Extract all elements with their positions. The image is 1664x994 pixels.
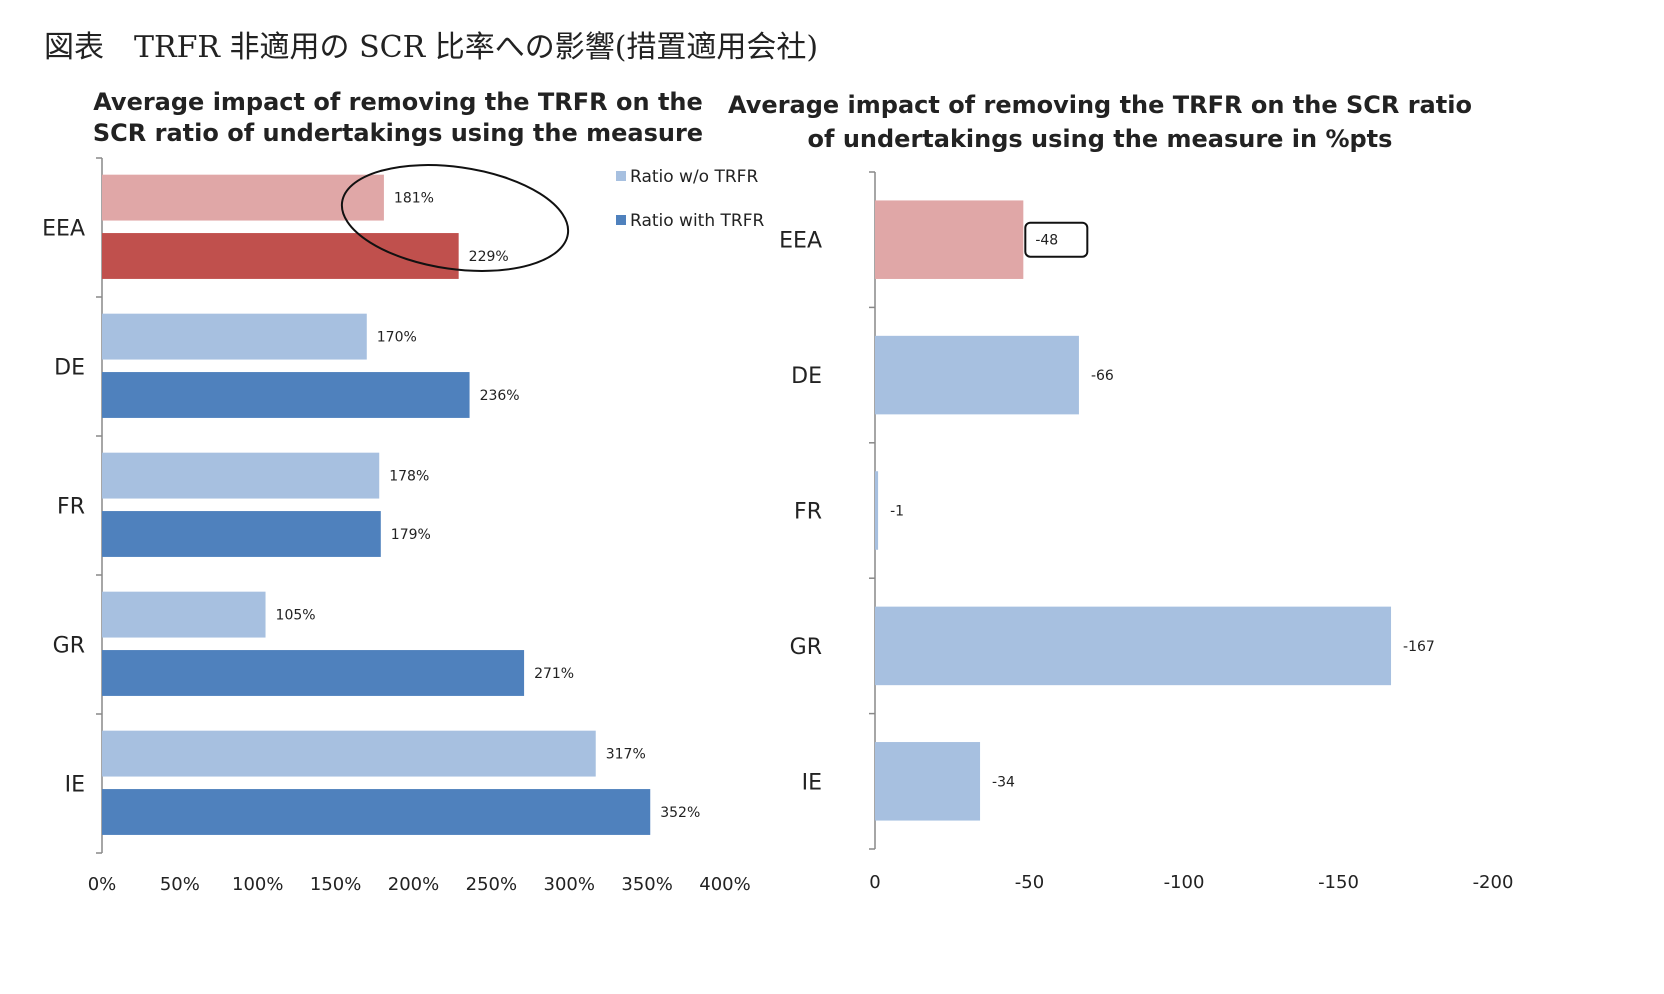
bar bbox=[875, 607, 1391, 686]
category-label: FR bbox=[794, 500, 822, 525]
category-label: EEA bbox=[779, 229, 822, 254]
category-label: DE bbox=[791, 364, 822, 389]
data-label: -34 bbox=[992, 774, 1015, 790]
bar bbox=[875, 336, 1079, 415]
bar bbox=[875, 471, 878, 550]
x-tick-label: -100 bbox=[1164, 872, 1205, 893]
chart-title-line: Average impact of removing the TRFR on t… bbox=[728, 91, 1472, 119]
category-label: GR bbox=[790, 635, 822, 660]
bar bbox=[875, 200, 1023, 279]
x-tick-label: -150 bbox=[1318, 872, 1359, 893]
x-tick-label: -50 bbox=[1015, 872, 1044, 893]
x-tick-label: 0 bbox=[869, 872, 880, 893]
bar bbox=[875, 742, 980, 821]
x-tick-label: -200 bbox=[1473, 872, 1514, 893]
data-label: -48 bbox=[1035, 233, 1058, 249]
data-label: -167 bbox=[1403, 639, 1435, 655]
category-label: IE bbox=[802, 770, 822, 795]
data-label: -66 bbox=[1091, 368, 1114, 384]
chart-title-line: of undertakings using the measure in %pt… bbox=[808, 125, 1393, 153]
data-label: -1 bbox=[890, 504, 904, 520]
